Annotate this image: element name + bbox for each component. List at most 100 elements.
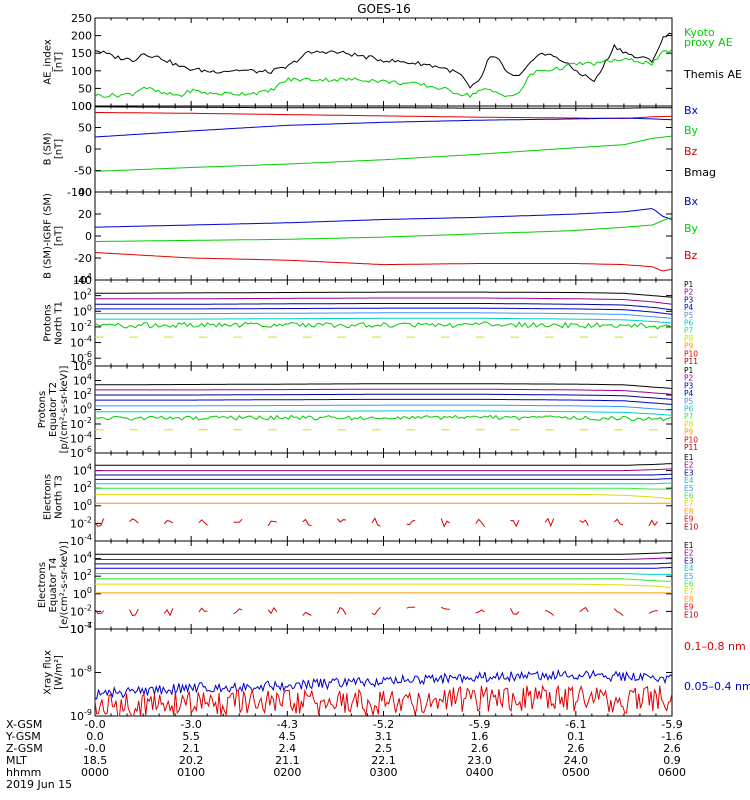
legend-entry: E6 bbox=[684, 580, 694, 589]
y-tick-label: 100 bbox=[73, 402, 92, 417]
series-line bbox=[94, 252, 673, 272]
series-line bbox=[267, 606, 278, 615]
series-line bbox=[95, 583, 673, 589]
series-line bbox=[198, 607, 208, 613]
series-line bbox=[95, 303, 673, 311]
panel-frame bbox=[94, 365, 673, 454]
series-line bbox=[95, 473, 673, 476]
y-axis-label: North T3 bbox=[54, 475, 65, 519]
y-tick-label: -40 bbox=[74, 274, 92, 287]
y-tick-label: 100 bbox=[73, 303, 92, 318]
x-axis-value: 22.1 bbox=[371, 754, 396, 767]
series-line bbox=[94, 684, 673, 717]
y-axis-label: Xray flux bbox=[43, 650, 54, 695]
y-tick-label: 102 bbox=[73, 288, 92, 303]
y-tick-label: 0 bbox=[85, 143, 92, 156]
series-line bbox=[95, 398, 673, 405]
y-axis-label: North T1 bbox=[54, 301, 65, 345]
legend-entry: P3 bbox=[684, 295, 694, 304]
legend-entry: E8 bbox=[684, 595, 694, 604]
y-axis-label: B (SM) bbox=[43, 132, 54, 165]
series-line bbox=[94, 518, 105, 527]
y-axis-label: [nT] bbox=[54, 52, 65, 72]
y-tick-label: 10-8 bbox=[70, 665, 92, 680]
y-tick-label: 250 bbox=[71, 12, 92, 25]
y-tick-label: 0 bbox=[85, 230, 92, 243]
x-axis-value: 0.1 bbox=[567, 730, 585, 743]
series-line bbox=[95, 566, 673, 569]
legend-entry: P8 bbox=[684, 420, 694, 429]
legend-entry: P8 bbox=[684, 334, 694, 343]
x-axis-row-label: MLT bbox=[6, 754, 27, 767]
x-axis-value: 2.1 bbox=[182, 742, 200, 755]
date-label: 2019 Jun 15 bbox=[6, 778, 72, 791]
x-axis-value: -0.0 bbox=[84, 718, 105, 731]
x-axis-table: X-GSMY-GSMZ-GSMMLThhmm-0.00.0-0.018.5000… bbox=[5, 718, 686, 791]
legend-entry: Themis AE bbox=[683, 68, 742, 81]
series-line bbox=[95, 410, 673, 416]
series-line bbox=[95, 478, 673, 480]
y-axis-label: Electrons bbox=[43, 474, 54, 520]
y-tick-label: 100 bbox=[73, 586, 92, 601]
series-line bbox=[579, 606, 589, 613]
series-line bbox=[129, 518, 139, 524]
series-line bbox=[509, 607, 520, 615]
y-tick-label: 104 bbox=[73, 551, 92, 566]
series-line bbox=[95, 562, 673, 565]
series-line bbox=[371, 606, 381, 616]
x-axis-row-label: Y-GSM bbox=[5, 730, 41, 743]
y-tick-label: 106 bbox=[73, 358, 92, 373]
series-line bbox=[95, 493, 673, 500]
y-tick-label: -50 bbox=[74, 165, 92, 178]
series-line bbox=[95, 468, 673, 472]
y-tick-label: 150 bbox=[71, 47, 92, 60]
series-line bbox=[648, 519, 658, 527]
x-axis-value: 0000 bbox=[81, 766, 109, 779]
y-axis-label: [nT] bbox=[54, 139, 65, 159]
x-axis-value: 23.0 bbox=[467, 754, 492, 767]
legend-entry: E8 bbox=[684, 507, 694, 516]
series-line bbox=[129, 608, 139, 617]
x-axis-value: 18.5 bbox=[83, 754, 108, 767]
series-line bbox=[648, 610, 658, 614]
legend-entry: E3 bbox=[684, 556, 694, 565]
legend-entry: P2 bbox=[684, 288, 694, 297]
x-axis-value: 24.0 bbox=[564, 754, 589, 767]
x-axis-value: 0200 bbox=[273, 766, 301, 779]
y-tick-label: 10-4 bbox=[70, 533, 92, 548]
y-axis-label: [p/(cm²-s-sr-keV)] bbox=[59, 366, 70, 454]
legend-entry: P7 bbox=[684, 412, 694, 421]
y-tick-label: 100 bbox=[71, 65, 92, 78]
series-line bbox=[95, 551, 673, 555]
x-axis-value: -0.0 bbox=[84, 742, 105, 755]
legend-entry: Kyoto bbox=[684, 26, 715, 39]
series-line bbox=[95, 388, 673, 395]
series-line bbox=[95, 112, 673, 120]
y-tick-label: 10-2 bbox=[70, 603, 92, 618]
series-line bbox=[198, 519, 208, 526]
x-axis-value: 0400 bbox=[466, 766, 494, 779]
y-axis-label: B (SM)-IGRF (SM) bbox=[43, 193, 54, 279]
x-axis-value: 2.6 bbox=[471, 742, 489, 755]
legend-entry: By bbox=[684, 124, 699, 137]
series-line bbox=[95, 482, 673, 485]
x-axis-value: 21.1 bbox=[275, 754, 300, 767]
series-line bbox=[95, 463, 673, 466]
panel-2: -100 -50 0 50 100 B (SM) [nT] Bx By Bz Bmag bbox=[43, 100, 717, 199]
series-line bbox=[95, 312, 673, 319]
series-line bbox=[94, 208, 673, 228]
series-line bbox=[95, 578, 673, 582]
legend-entry: P1 bbox=[684, 280, 694, 289]
series-line bbox=[544, 609, 555, 616]
y-tick-label: 50 bbox=[78, 82, 92, 95]
legend-entry: P7 bbox=[684, 326, 694, 335]
y-axis-label: [e/(cm²-s-sr-keV)] bbox=[59, 541, 70, 629]
y-tick-label: 20 bbox=[78, 208, 92, 221]
series-line bbox=[95, 557, 673, 560]
legend-entry: P11 bbox=[684, 357, 698, 366]
series-line bbox=[233, 518, 243, 523]
